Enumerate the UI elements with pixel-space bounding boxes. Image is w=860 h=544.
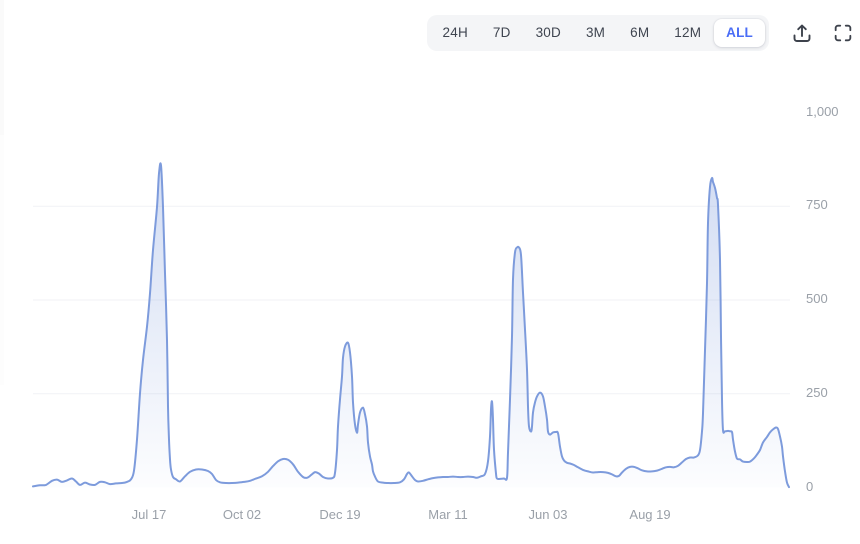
- range-button-6m[interactable]: 6M: [618, 19, 661, 47]
- range-button-3m[interactable]: 3M: [574, 19, 617, 47]
- y-tick-label-250: 250: [806, 384, 828, 400]
- export-icon: [793, 24, 811, 42]
- series-area-fill: [33, 163, 789, 488]
- y-tick-label-1000: 1,000: [806, 103, 839, 119]
- y-tick-label-0: 0: [806, 478, 814, 494]
- left-edge-shadow-faint: [0, 135, 4, 385]
- export-button[interactable]: [790, 21, 814, 45]
- x-tick-label-aug-19: Aug 19: [629, 507, 671, 522]
- time-range-group: 24H 7D 30D 3M 6M 12M ALL: [426, 15, 769, 51]
- chart-toolbar: 24H 7D 30D 3M 6M 12M ALL: [426, 15, 854, 51]
- fullscreen-button[interactable]: [832, 22, 854, 44]
- range-button-12m[interactable]: 12M: [662, 19, 713, 47]
- x-tick-label-mar-11: Mar 11: [428, 507, 468, 522]
- range-button-30d[interactable]: 30D: [524, 19, 573, 47]
- series-line: [32, 162, 790, 489]
- y-tick-label-500: 500: [806, 291, 828, 306]
- range-button-7d[interactable]: 7D: [481, 19, 523, 47]
- x-tick-label-jun-03: Jun 03: [528, 507, 568, 522]
- range-button-all[interactable]: ALL: [714, 19, 765, 47]
- x-tick-label-jul-17: Jul 17: [131, 507, 167, 522]
- fullscreen-icon: [834, 24, 852, 41]
- left-edge-shadow: [0, 0, 4, 135]
- y-tick-label-750: 750: [806, 197, 828, 213]
- x-tick-label-oct-02: Oct 02: [222, 507, 262, 522]
- range-button-24h[interactable]: 24H: [431, 19, 480, 47]
- x-tick-label-dec-19: Dec 19: [319, 507, 361, 522]
